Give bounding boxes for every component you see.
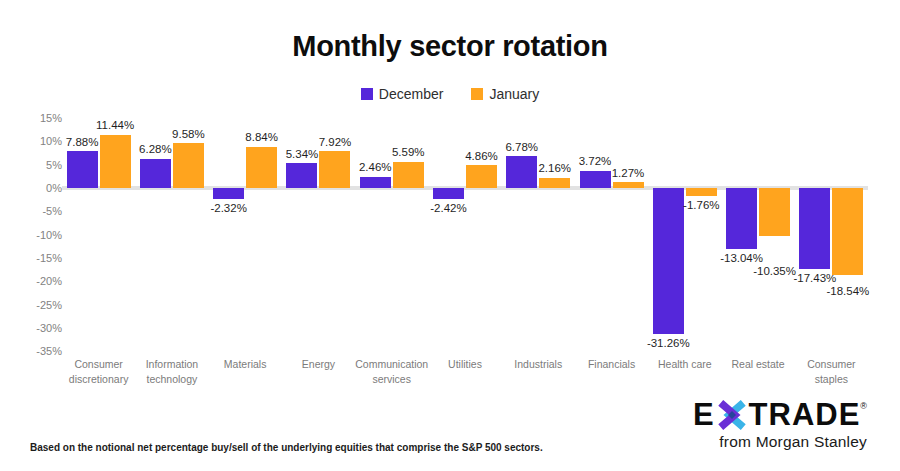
category-label: Consumer staples <box>795 357 868 387</box>
value-label: 6.78% <box>491 141 553 154</box>
y-tick-label: 15% <box>18 111 62 125</box>
january-bar <box>393 162 424 188</box>
y-tick-label: 5% <box>18 158 62 172</box>
etrade-wordmark: E TRADE ® <box>693 399 867 430</box>
december-bar <box>726 188 757 249</box>
logo-tagline: from Morgan Stanley <box>693 433 867 451</box>
december-bar <box>286 163 317 188</box>
y-tick-label: 0% <box>18 181 62 195</box>
january-bar <box>759 188 790 236</box>
category-label: Utilities <box>428 357 501 372</box>
value-label: -18.54% <box>817 285 879 298</box>
category-label: Industrials <box>502 357 575 372</box>
january-bar <box>613 182 644 188</box>
category-label: Financials <box>575 357 648 372</box>
y-tick-label: -30% <box>18 321 62 335</box>
logo-word-trade: TRADE <box>749 399 861 430</box>
january-bar <box>466 165 497 188</box>
y-tick-label: -5% <box>18 204 62 218</box>
value-label: -2.32% <box>198 202 260 215</box>
december-bar <box>433 188 464 199</box>
january-bar <box>686 188 717 196</box>
value-label: 8.84% <box>231 131 293 144</box>
y-tick-label: -35% <box>18 344 62 358</box>
value-label: -1.76% <box>670 199 732 212</box>
footnote: Based on the notional net percentage buy… <box>30 442 543 453</box>
january-bar <box>539 178 570 188</box>
value-label: -31.26% <box>637 337 699 350</box>
december-bar <box>213 188 244 199</box>
y-tick-label: -20% <box>18 274 62 288</box>
value-label: -13.04% <box>711 252 773 265</box>
y-tick-label: -10% <box>18 228 62 242</box>
y-tick-label: -15% <box>18 251 62 265</box>
january-bar <box>173 143 204 188</box>
category-label: Real estate <box>721 357 794 372</box>
december-bar <box>140 159 171 188</box>
registered-trademark-icon: ® <box>860 401 867 411</box>
chart-canvas: Monthly sector rotation DecemberJanuary … <box>0 0 900 471</box>
category-label: Consumer discretionary <box>62 357 135 387</box>
december-bar <box>799 188 830 269</box>
value-label: 5.59% <box>377 146 439 159</box>
value-label: 7.92% <box>304 136 366 149</box>
value-label: -2.42% <box>418 202 480 215</box>
january-bar <box>832 188 863 275</box>
logo-letter-e: E <box>693 399 715 430</box>
value-label: 11.44% <box>84 119 146 132</box>
y-tick-label: -25% <box>18 298 62 312</box>
etrade-star-icon <box>717 400 747 430</box>
value-label: 9.58% <box>157 128 219 141</box>
category-label: Energy <box>282 357 355 372</box>
etrade-logo: E TRADE ® from Morgan Stanley <box>693 399 867 451</box>
category-label: Materials <box>209 357 282 372</box>
category-label: Communication services <box>355 357 428 387</box>
december-bar <box>67 151 98 188</box>
category-label: Health care <box>648 357 721 372</box>
category-label: Information technology <box>135 357 208 387</box>
december-bar <box>360 177 391 188</box>
value-label: 1.27% <box>597 167 659 180</box>
